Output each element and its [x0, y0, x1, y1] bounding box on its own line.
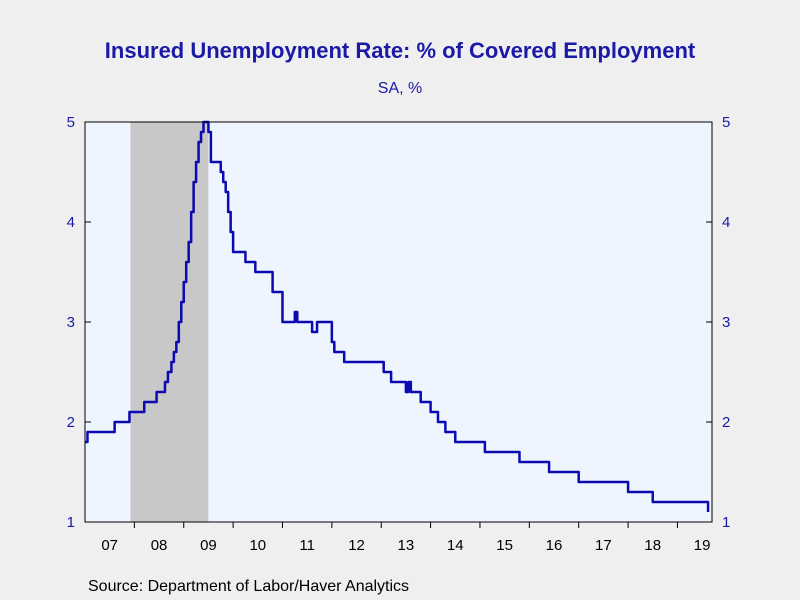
- x-tick-label: 14: [447, 537, 464, 554]
- y-tick-label: 3: [722, 314, 730, 331]
- y-tick-label: 5: [67, 114, 75, 131]
- series-line-0: [85, 120, 710, 512]
- source-note: Source: Department of Labor/Haver Analyt…: [88, 578, 410, 595]
- x-tick-label: 12: [348, 537, 365, 554]
- x-tick-label: 15: [496, 537, 513, 554]
- chart-subtitle: SA, %: [377, 80, 423, 97]
- y-tick-label: 2: [67, 414, 75, 431]
- chart-title: Insured Unemployment Rate: % of Covered …: [104, 38, 696, 63]
- x-tick-label: 09: [200, 537, 217, 554]
- x-tick-label: 19: [694, 537, 711, 554]
- x-tick-label: 07: [101, 537, 118, 554]
- x-tick-label: 11: [299, 537, 315, 554]
- y-tick-label: 4: [67, 214, 75, 231]
- x-tick-label: 16: [546, 537, 563, 554]
- x-tick-label: 18: [644, 537, 661, 554]
- y-tick-label: 1: [722, 514, 730, 531]
- x-tick-label: 17: [595, 537, 612, 554]
- y-tick-label: 3: [67, 314, 75, 331]
- y-tick-label: 5: [722, 114, 730, 131]
- y-tick-label: 1: [67, 514, 75, 531]
- x-tick-label: 10: [249, 537, 266, 554]
- x-tick-label: 08: [151, 537, 168, 554]
- recession-shading: [130, 122, 209, 522]
- x-tick-label: 13: [398, 537, 415, 554]
- y-tick-label: 4: [722, 214, 730, 231]
- y-tick-label: 2: [722, 414, 730, 431]
